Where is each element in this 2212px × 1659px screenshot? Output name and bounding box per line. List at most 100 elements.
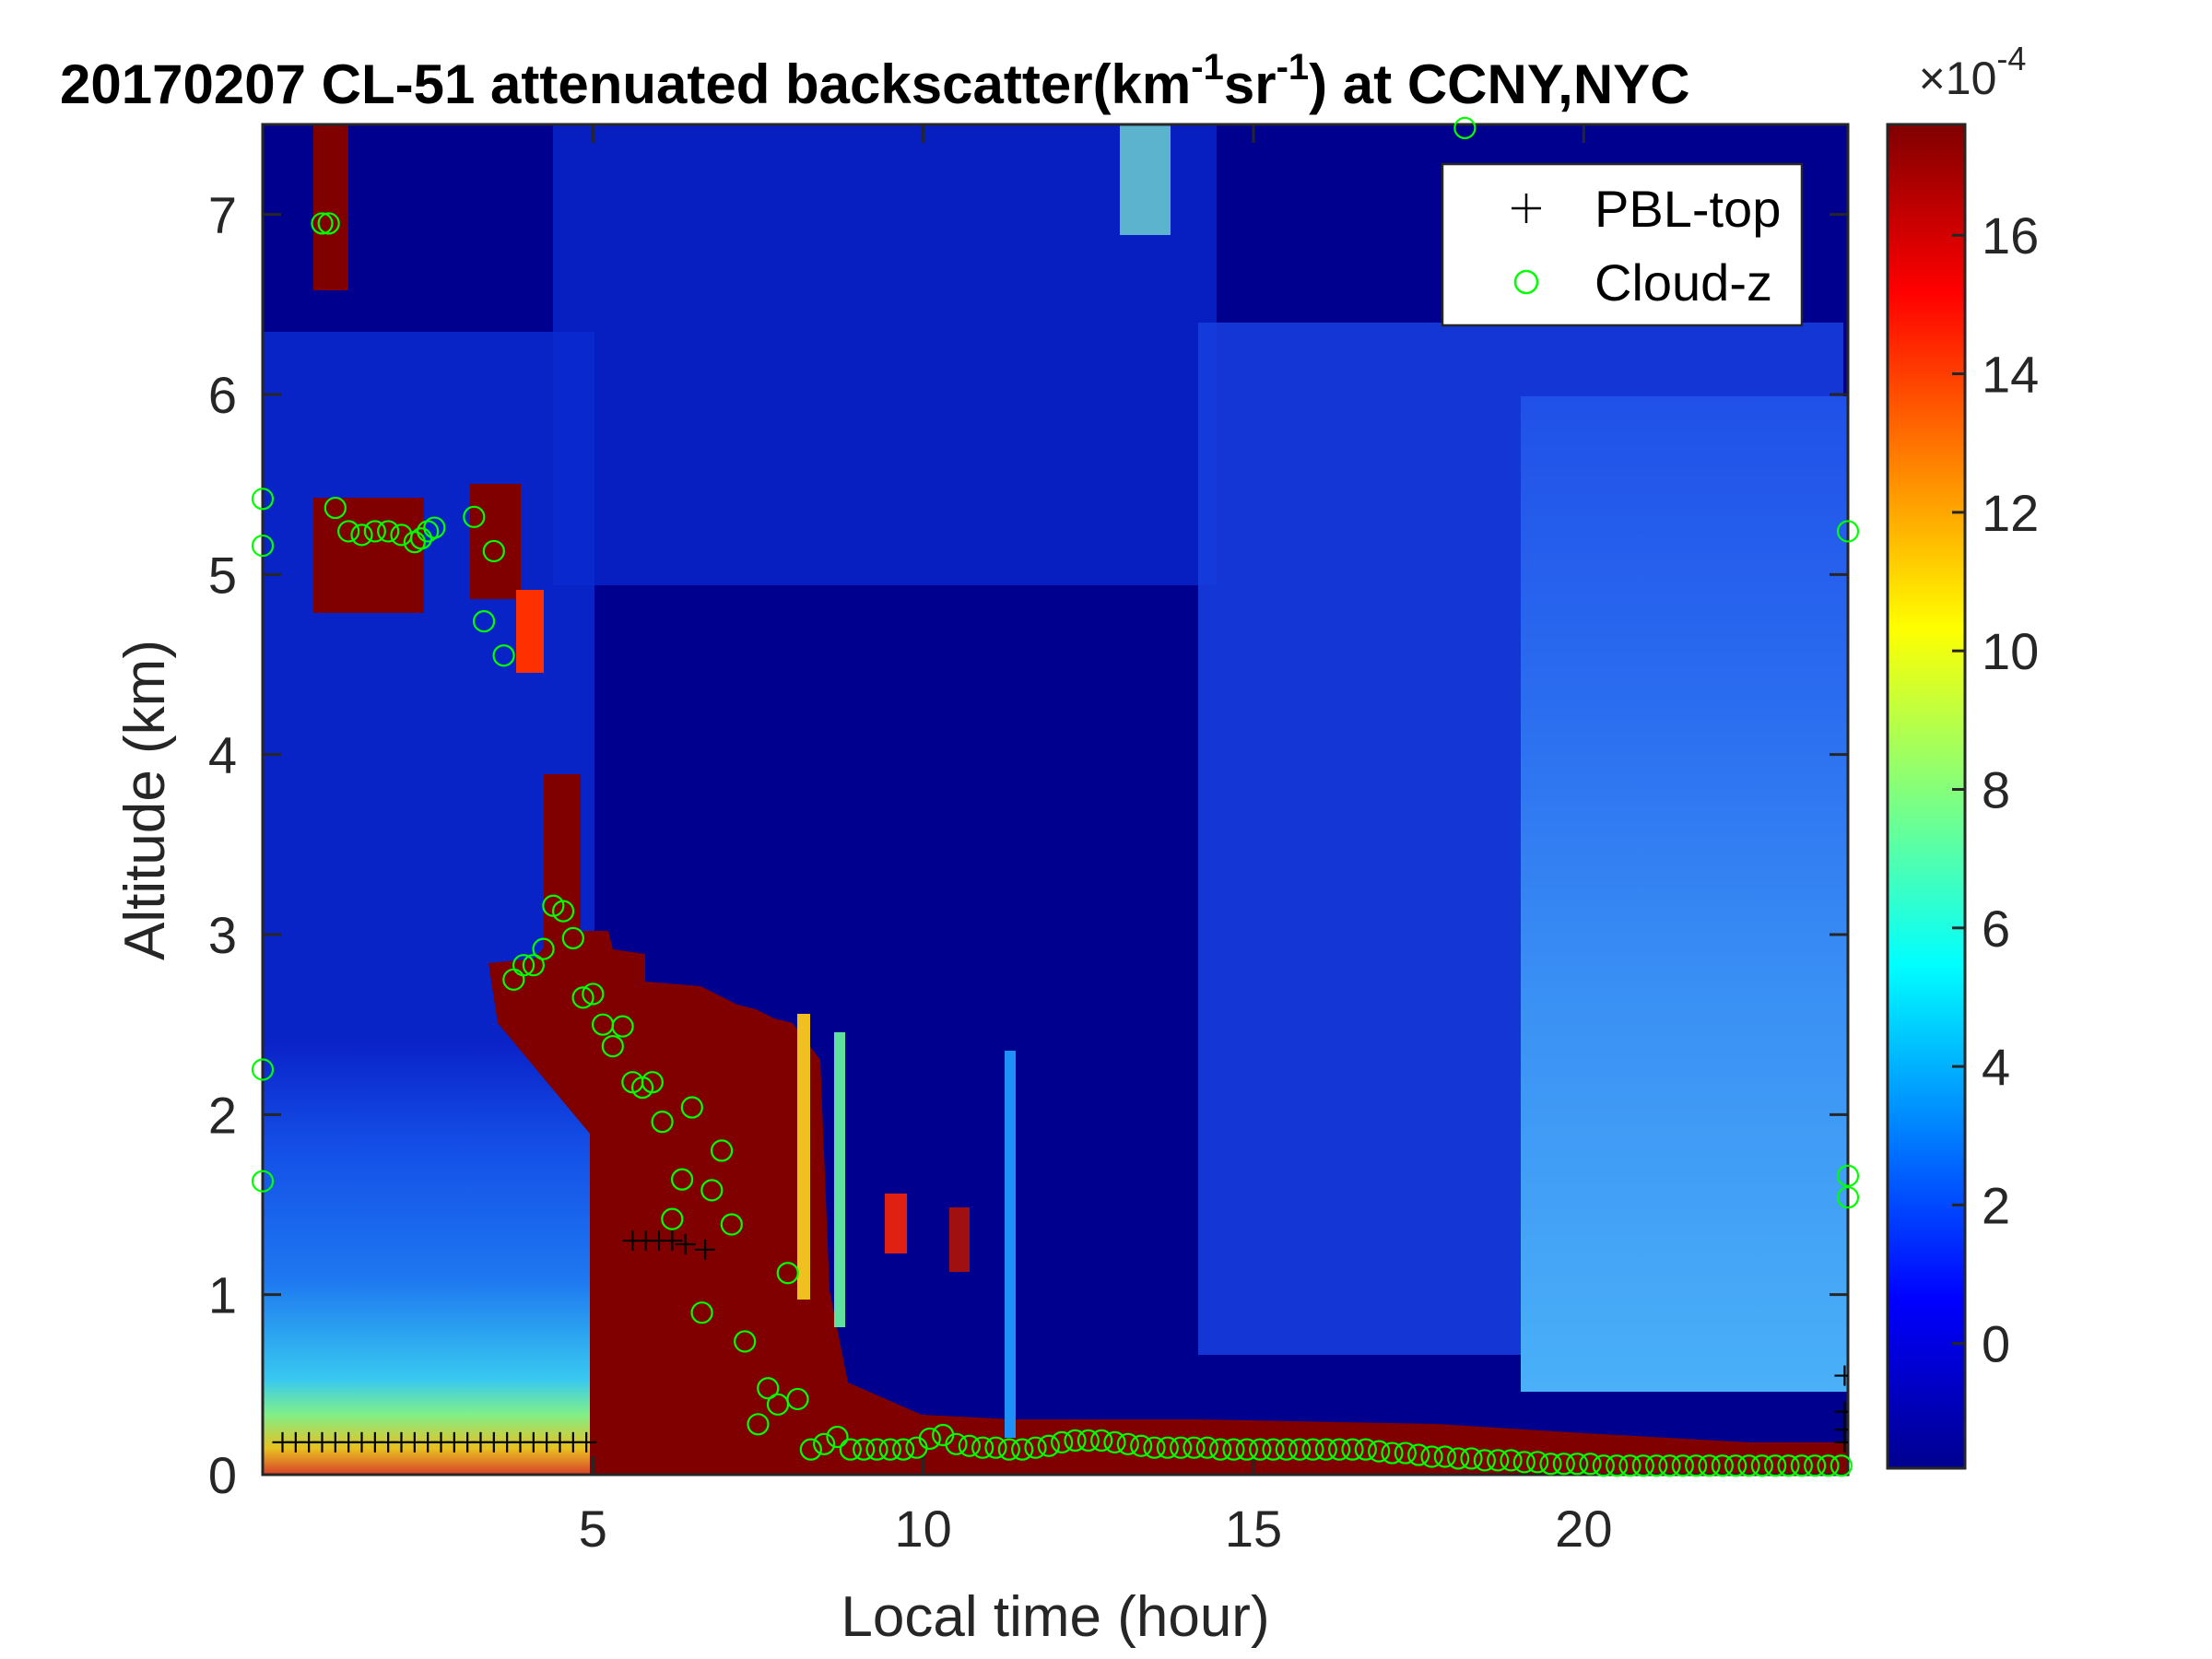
colorbar-tick-label: 2 [1982, 1176, 2010, 1234]
pbl-top-point [695, 1239, 716, 1260]
colorbar-tick-label: 0 [1982, 1315, 2010, 1373]
cloud-z-point [512, 954, 535, 977]
cloud-z-point [1618, 1454, 1641, 1477]
cloud-z-point [1526, 1451, 1549, 1474]
cloud-z-point [1487, 1449, 1510, 1472]
y-tick-label: 2 [208, 1086, 237, 1144]
chart-title-sup2: -1 [1277, 47, 1310, 88]
pbl-top-point [1834, 1365, 1848, 1386]
cloud-z-point [251, 1058, 275, 1081]
colorbar-tick-label: 6 [1982, 900, 2010, 958]
cloud-z-point [1328, 1438, 1351, 1461]
cloud-z-point [1671, 1454, 1694, 1477]
cloud-streak-a [885, 1194, 907, 1253]
cloud-streak-e [834, 1032, 845, 1327]
cloud-z-point [1836, 1186, 1860, 1209]
cloud-early-b [313, 498, 424, 613]
colorbar-ticks: 0 2 4 6 8 10 12 14 16 [1952, 206, 2039, 1373]
cloud-z-point [1341, 1438, 1364, 1461]
cloud-z-point [1836, 520, 1860, 543]
cloud-z-point [1288, 1438, 1312, 1461]
cloud-z-point [1579, 1453, 1602, 1476]
cloud-z-point [1354, 1438, 1377, 1461]
cloud-z-point [1500, 1449, 1523, 1472]
pbl-top-point [576, 1431, 597, 1453]
cloud-z-point [1314, 1438, 1337, 1461]
cloud-z-point [1222, 1438, 1245, 1461]
cloud-z-point [1724, 1454, 1747, 1477]
cloud-z-point [1566, 1453, 1589, 1476]
cloud-z-point [813, 1432, 836, 1455]
colorbar-tick-label: 16 [1982, 206, 2039, 265]
cloud-z-point [1447, 1447, 1470, 1470]
cloud-streak-d [797, 1014, 810, 1300]
legend-marker-cloud-z [1513, 269, 1539, 295]
cloud-z-point [1170, 1436, 1193, 1459]
cloud-z-point [311, 212, 334, 235]
cloud-z-point [1433, 1445, 1456, 1468]
plot-frame [261, 123, 1850, 1477]
cloud-z-point [423, 516, 446, 539]
y-tick-label: 5 [208, 546, 237, 604]
y-tick-label: 7 [208, 186, 237, 244]
legend-box [1441, 162, 1804, 327]
cloud-z-point [720, 1213, 743, 1236]
cloud-z-point [1024, 1436, 1047, 1459]
cloud-z-point [1698, 1454, 1721, 1477]
cloud-z-point [350, 524, 373, 547]
colorbar-tick-label: 10 [1982, 622, 2039, 680]
cloud-z-point [853, 1438, 876, 1461]
colorbar: 0 2 4 6 8 10 12 14 16 ×10-4 [1886, 40, 2039, 1470]
cloud-z-point [1275, 1438, 1298, 1461]
colorbar-exponent-power: -4 [1996, 40, 2026, 77]
cloud-z-point [1037, 1434, 1060, 1457]
y-tick-label: 1 [208, 1266, 237, 1324]
cloud-z-point [551, 900, 575, 923]
cloud-z-point [1368, 1440, 1391, 1463]
cloud-z-point [710, 1139, 734, 1162]
legend-label-pbl-top: PBL-top [1594, 180, 1781, 238]
pbl-top-point [1834, 1401, 1848, 1422]
x-tick-label: 10 [895, 1500, 952, 1558]
cloud-z-point [1804, 1454, 1827, 1477]
cloud-z-point [1420, 1445, 1443, 1468]
cloud-z-point [1064, 1429, 1087, 1452]
cloud-z-point [958, 1434, 981, 1457]
cloud-z-point [611, 1015, 634, 1038]
cloud-z-point [1737, 1454, 1760, 1477]
cloud-z-point [826, 1425, 849, 1449]
colorbar-tick-label: 12 [1982, 484, 2039, 542]
cloud-z-point [1631, 1454, 1654, 1477]
pbl-top-point [662, 1230, 683, 1252]
cloud-z-point [1130, 1434, 1153, 1457]
cloud-z-point [971, 1436, 994, 1459]
x-axis-label: Local time (hour) [841, 1585, 1269, 1649]
cloud-z-point [670, 1168, 694, 1191]
cloud-z-point [997, 1438, 1020, 1461]
legend-label-cloud-z: Cloud-z [1594, 253, 1772, 312]
legend: PBL-top Cloud-z [1441, 162, 1804, 327]
cloud-z-point [865, 1438, 888, 1461]
cloud-z-point [1453, 116, 1477, 140]
cloud-z-point [1645, 1454, 1668, 1477]
cloud-z-point [251, 534, 275, 558]
pbl-top-series [272, 1230, 1848, 1453]
cloud-z-point [918, 1427, 941, 1451]
cloud-z-point [839, 1438, 862, 1461]
cloud-z-point [571, 986, 594, 1009]
cloud-z-point [1764, 1454, 1787, 1477]
haze-light-patch [1120, 124, 1171, 235]
cloud-z-point [561, 926, 584, 950]
colorbar-gradient [1886, 123, 1967, 1470]
y-tick-label: 4 [208, 726, 237, 784]
colorbar-tick-label: 14 [1982, 346, 2039, 404]
cloud-z-point [582, 982, 605, 1006]
cloud-z-point [1606, 1454, 1629, 1477]
cloud-z-point [1077, 1429, 1100, 1452]
cloud-descend-a [516, 590, 544, 673]
cloud-streak-b [949, 1207, 970, 1272]
haze-evening [1521, 396, 1848, 1392]
cloud-z-point [1262, 1438, 1285, 1461]
cloud-z-point [472, 610, 496, 633]
